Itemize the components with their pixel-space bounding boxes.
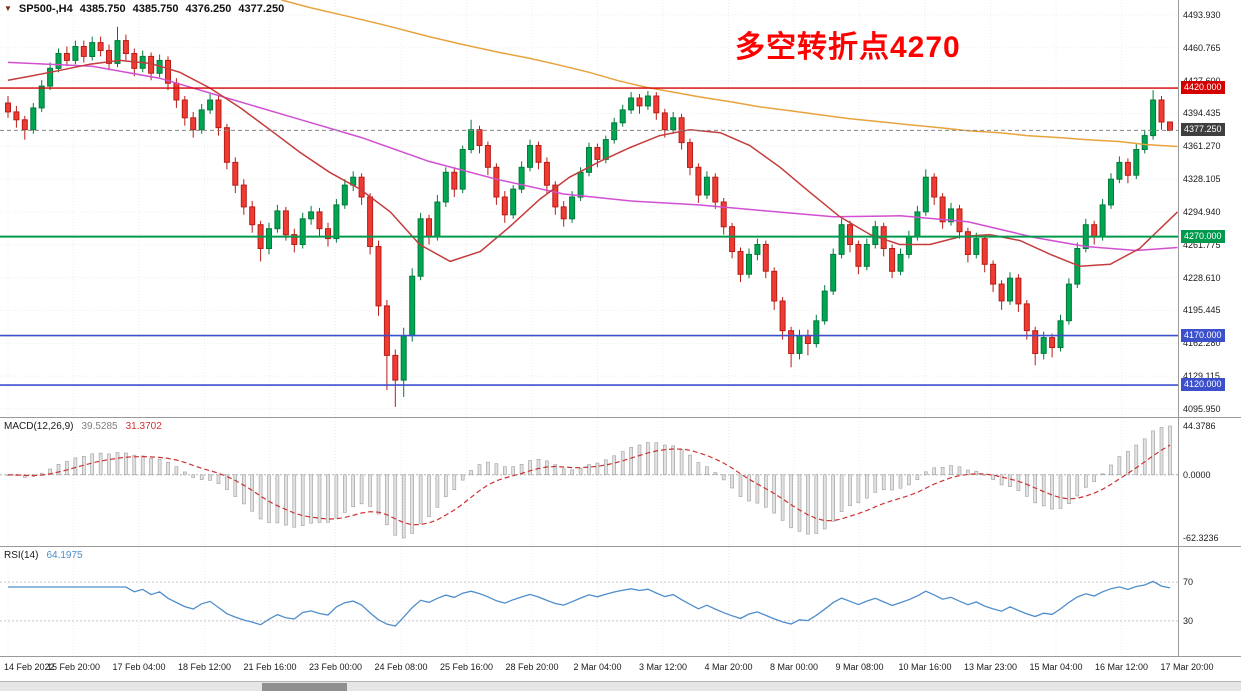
price-tick-label: 4095.950 <box>1183 403 1221 414</box>
price-tick-label: 4162.280 <box>1183 338 1221 349</box>
macd-axis-label: -62.3236 <box>1183 533 1219 543</box>
date-label: 17 Mar 20:00 <box>1160 662 1214 672</box>
ma-fast-red <box>7 59 1178 268</box>
scrollbar-thumb[interactable] <box>262 683 347 691</box>
macd-signal-line <box>7 444 1171 526</box>
price-tick-label: 4460.765 <box>1183 42 1221 53</box>
macd-main-value: 39.5285 <box>81 421 118 432</box>
price-level-badge: 4420.000 <box>1181 81 1225 95</box>
date-label: 28 Feb 20:00 <box>505 662 559 672</box>
date-axis: 14 Feb 2022 15 Feb 20:00 17 Feb 04:00 18 Fe… <box>0 660 1241 680</box>
ohlc-close: 4377.250 <box>238 3 285 15</box>
grid-lines <box>0 0 1178 417</box>
date-label: 16 Mar 12:00 <box>1094 662 1149 672</box>
ma-mid-magenta <box>7 61 1178 252</box>
price-level-badge: 4120.000 <box>1181 378 1225 392</box>
symbol-ohlc-info: ▼ SP500-,H4 4385.750 4385.750 4376.250 4… <box>4 3 284 15</box>
price-tick-label: 4328.105 <box>1183 174 1221 185</box>
price-level-badge: 4270.000 <box>1181 229 1225 243</box>
pane-separator[interactable] <box>0 656 1241 657</box>
macd-chart[interactable] <box>0 418 1178 546</box>
ohlc-low: 4376.250 <box>185 3 232 15</box>
date-label: 23 Feb 00:00 <box>308 662 363 672</box>
candles-group <box>5 26 1173 407</box>
price-tick-label: 4493.930 <box>1183 9 1221 20</box>
horizontal-scrollbar[interactable] <box>0 681 1241 691</box>
date-label: 10 Mar 16:00 <box>898 662 952 672</box>
date-label: 2 Mar 04:00 <box>573 662 622 672</box>
current-price-badge: 4377.250 <box>1181 123 1225 137</box>
ohlc-high: 4385.750 <box>132 3 179 15</box>
rsi-axis-label: 30 <box>1183 615 1194 626</box>
rsi-chart[interactable] <box>0 547 1178 656</box>
date-label: 24 Feb 08:00 <box>374 662 428 672</box>
macd-name: MACD(12,26,9) <box>4 421 74 432</box>
macd-axis-label: 0.0000 <box>1183 469 1211 480</box>
price-axis: 4493.930 4460.765 4427.600 4394.435 4361.270… <box>1179 0 1241 656</box>
price-tick-label: 4129.115 <box>1183 371 1220 382</box>
date-label: 17 Feb 04:00 <box>112 662 166 672</box>
date-label: 3 Mar 12:00 <box>638 662 688 672</box>
price-tick-label: 4195.445 <box>1183 305 1221 316</box>
date-label: 15 Feb 20:00 <box>46 662 101 672</box>
date-label: 14 Feb 2022 <box>4 662 55 672</box>
candlestick-chart[interactable] <box>0 0 1178 417</box>
price-pane[interactable]: ▼ SP500-,H4 4385.750 4385.750 4376.250 4… <box>0 0 1178 417</box>
pane-separator[interactable] <box>0 546 1241 547</box>
price-tick-label: 4294.940 <box>1183 206 1221 217</box>
price-tick-label: 4261.775 <box>1183 239 1221 250</box>
date-label: 8 Mar 00:00 <box>769 662 819 672</box>
macd-histogram <box>6 425 1172 539</box>
macd-signal-value: 31.3702 <box>125 421 162 432</box>
macd-label: MACD(12,26,9) 39.5285 31.3702 <box>4 421 162 432</box>
macd-axis-label: 44.3786 <box>1183 421 1216 431</box>
rsi-pane[interactable]: RSI(14) 64.1975 <box>0 547 1178 656</box>
date-label: 25 Feb 16:00 <box>439 662 494 672</box>
price-level-badge: 4170.000 <box>1181 328 1225 342</box>
ohlc-open: 4385.750 <box>79 3 126 15</box>
date-label: 9 Mar 08:00 <box>835 662 884 672</box>
price-axis-divider <box>1178 0 1179 656</box>
annotation-text: 多空转折点4270 <box>735 31 961 64</box>
symbol-timeframe: SP500-,H4 <box>18 3 73 15</box>
rsi-name: RSI(14) <box>4 550 39 561</box>
price-tick-label: 4394.435 <box>1183 108 1221 119</box>
price-tick-label: 4228.610 <box>1183 272 1221 283</box>
pane-separator[interactable] <box>0 417 1241 418</box>
ma-slow-orange <box>281 0 1178 148</box>
rsi-line <box>8 580 1171 627</box>
rsi-label: RSI(14) 64.1975 <box>4 550 83 561</box>
macd-pane[interactable]: MACD(12,26,9) 39.5285 31.3702 <box>0 418 1178 546</box>
date-label: 4 Mar 20:00 <box>704 662 753 672</box>
rsi-axis-label: 70 <box>1183 577 1194 588</box>
rsi-value: 64.1975 <box>46 550 83 561</box>
date-label: 13 Mar 23:00 <box>963 662 1018 672</box>
date-label: 21 Feb 16:00 <box>243 662 297 672</box>
date-label: 18 Feb 12:00 <box>177 662 232 672</box>
horizontal-level-lines <box>0 87 1178 386</box>
price-tick-label: 4361.270 <box>1183 141 1221 152</box>
date-label: 15 Mar 04:00 <box>1029 662 1083 672</box>
price-tick-label: 4427.600 <box>1183 76 1221 86</box>
symbol-marker-icon: ▼ <box>4 4 12 13</box>
